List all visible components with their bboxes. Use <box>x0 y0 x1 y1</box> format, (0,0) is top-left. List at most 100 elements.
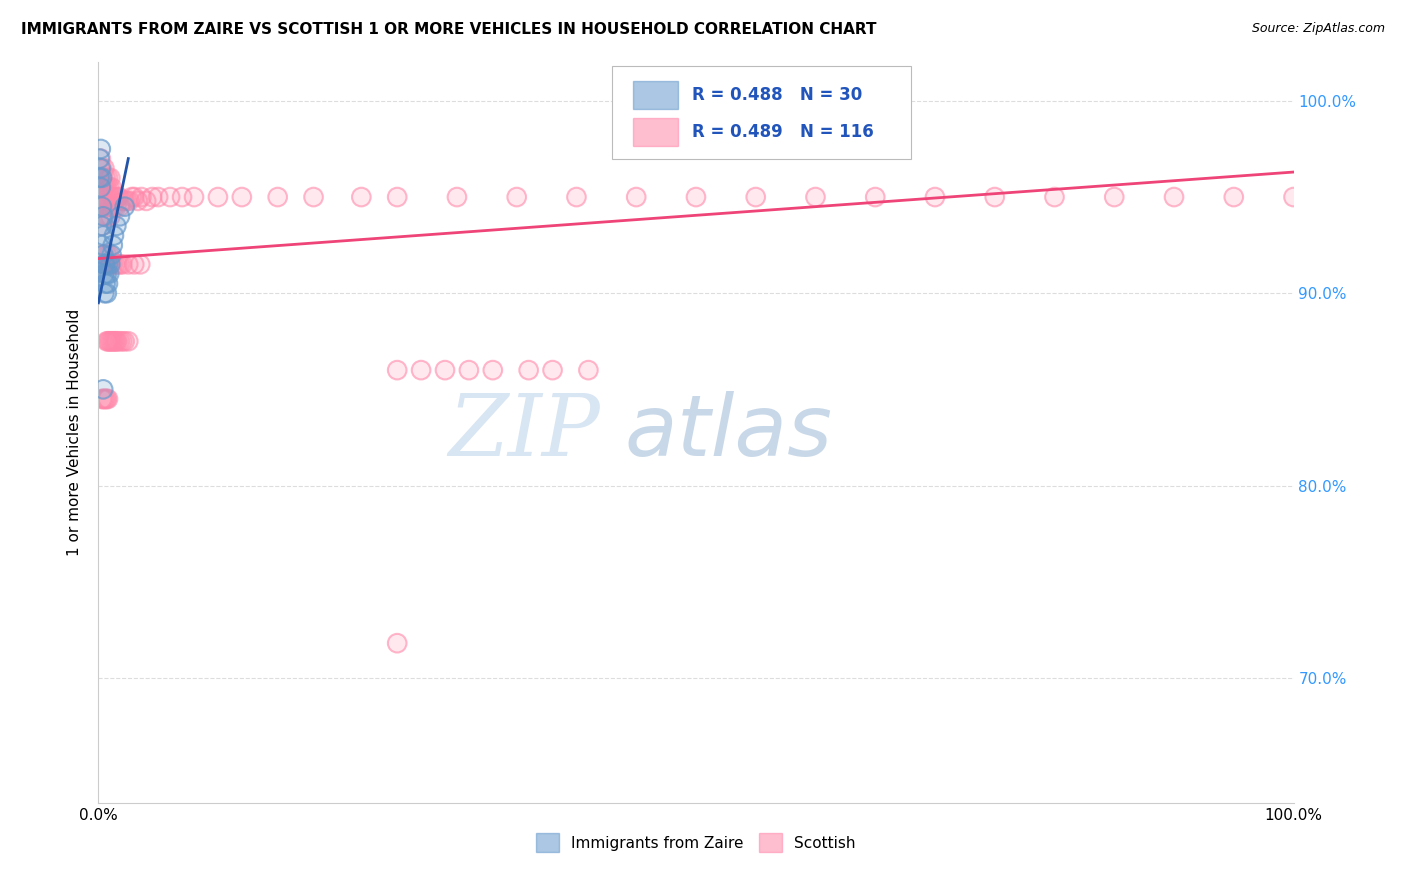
Point <box>97 190 120 204</box>
Point <box>98 209 122 223</box>
Point <box>121 190 143 204</box>
Point <box>96 334 118 349</box>
Point <box>97 209 120 223</box>
Point <box>481 363 505 377</box>
Point <box>98 170 122 185</box>
Point <box>231 190 253 204</box>
Point <box>108 257 131 271</box>
Point <box>446 190 468 204</box>
Point <box>97 257 120 271</box>
Point <box>111 257 134 271</box>
Point <box>385 190 409 204</box>
Point <box>94 257 117 271</box>
Point <box>89 170 111 185</box>
Point <box>804 190 827 204</box>
Point <box>804 190 827 204</box>
Point <box>105 219 128 233</box>
Point <box>91 209 114 223</box>
Point <box>127 194 149 208</box>
Point <box>94 277 117 291</box>
Y-axis label: 1 or more Vehicles in Household: 1 or more Vehicles in Household <box>67 309 83 557</box>
Point <box>89 180 111 194</box>
Point <box>97 392 120 406</box>
Point <box>385 363 409 377</box>
FancyBboxPatch shape <box>633 118 678 146</box>
Point <box>98 170 122 185</box>
Point <box>100 200 122 214</box>
Point <box>91 238 114 252</box>
Point <box>98 257 122 271</box>
Point <box>91 209 114 223</box>
Point <box>108 334 131 349</box>
Point <box>96 180 118 194</box>
Point <box>207 190 229 204</box>
Point <box>267 190 290 204</box>
Point <box>91 248 114 262</box>
Point <box>91 161 114 176</box>
Point <box>90 180 112 194</box>
Point <box>135 194 157 208</box>
FancyBboxPatch shape <box>613 66 911 159</box>
Point <box>115 194 138 208</box>
Point <box>458 363 481 377</box>
Point <box>97 334 120 349</box>
Point <box>98 200 121 214</box>
Point <box>135 194 157 208</box>
Point <box>90 152 112 166</box>
Point <box>97 257 120 271</box>
Point <box>94 170 117 185</box>
Point <box>96 286 118 301</box>
Point <box>101 238 124 252</box>
Point <box>91 392 114 406</box>
Point <box>1104 190 1126 204</box>
Point <box>98 200 121 214</box>
Point <box>94 190 117 204</box>
Point <box>100 334 122 349</box>
Point <box>117 257 139 271</box>
Point <box>104 190 127 204</box>
Point <box>104 334 127 349</box>
Point <box>100 180 122 194</box>
Point <box>96 200 118 214</box>
Point <box>93 257 115 271</box>
Point <box>94 257 117 271</box>
Point <box>103 228 125 243</box>
Point <box>117 257 139 271</box>
Point <box>114 334 136 349</box>
Point <box>541 363 564 377</box>
Text: IMMIGRANTS FROM ZAIRE VS SCOTTISH 1 OR MORE VEHICLES IN HOUSEHOLD CORRELATION CH: IMMIGRANTS FROM ZAIRE VS SCOTTISH 1 OR M… <box>21 22 876 37</box>
Point <box>94 392 117 406</box>
Point <box>91 200 114 214</box>
Point <box>107 190 129 204</box>
Point <box>91 170 114 185</box>
Point <box>108 209 131 223</box>
Point <box>91 209 114 223</box>
Point <box>685 190 707 204</box>
Point <box>924 190 946 204</box>
Point <box>90 170 112 185</box>
Point <box>93 248 115 262</box>
Point <box>100 248 122 262</box>
Point <box>865 190 887 204</box>
Point <box>91 161 114 176</box>
Point <box>91 200 114 214</box>
Point <box>385 636 409 650</box>
Point <box>100 180 122 194</box>
Point <box>207 190 229 204</box>
Point <box>91 248 114 262</box>
Point <box>131 190 153 204</box>
Point <box>434 363 457 377</box>
Point <box>745 190 768 204</box>
Point <box>90 190 112 204</box>
Point <box>98 267 121 281</box>
Point <box>124 190 146 204</box>
Point <box>302 190 325 204</box>
Point <box>159 190 181 204</box>
Point <box>101 238 124 252</box>
Point <box>97 392 120 406</box>
Point <box>91 200 114 214</box>
Point <box>108 200 131 214</box>
Point <box>91 257 114 271</box>
Point <box>148 190 170 204</box>
Point <box>98 334 121 349</box>
